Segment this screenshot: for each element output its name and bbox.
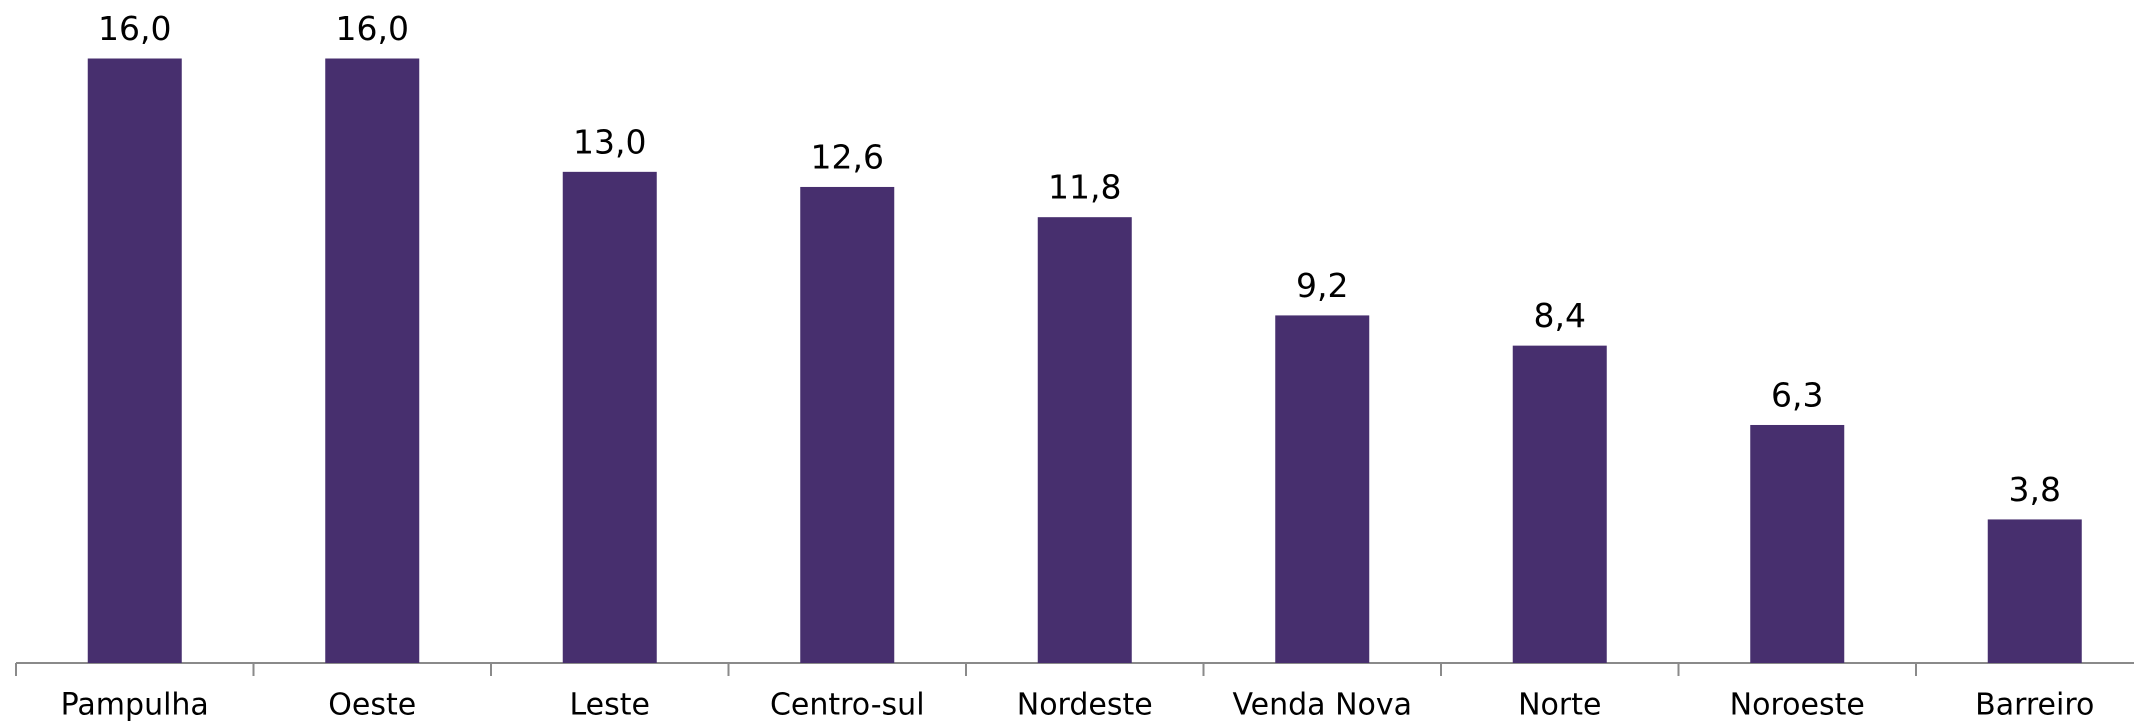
x-tick-label: Norte	[1518, 688, 1601, 722]
x-tick-label: Nordeste	[1017, 688, 1153, 722]
x-tick-label: Centro-sul	[770, 688, 925, 722]
bar	[1275, 315, 1370, 663]
x-tick-label: Pampulha	[61, 688, 209, 722]
bar	[1987, 519, 2082, 663]
x-tick-label: Barreiro	[1975, 688, 2094, 722]
value-label: 12,6	[811, 137, 884, 176]
x-tick-label: Leste	[570, 688, 651, 722]
value-label: 9,2	[1296, 266, 1348, 305]
bar	[325, 58, 420, 663]
bar	[800, 186, 895, 664]
value-label: 11,8	[1048, 168, 1121, 207]
x-tick-label: Oeste	[328, 688, 416, 722]
value-label: 3,8	[2009, 470, 2061, 509]
bar	[1037, 217, 1132, 663]
value-label: 8,4	[1534, 296, 1586, 335]
value-label: 16,0	[336, 9, 409, 48]
x-tick-label: Venda Nova	[1232, 688, 1412, 722]
value-label: 6,3	[1771, 375, 1823, 414]
bar	[1750, 424, 1845, 663]
bar	[87, 58, 182, 663]
value-label: 13,0	[573, 122, 646, 161]
value-label: 16,0	[98, 9, 171, 48]
x-tick-label: Noroeste	[1730, 688, 1865, 722]
bar	[562, 171, 657, 663]
bar	[1512, 345, 1607, 663]
